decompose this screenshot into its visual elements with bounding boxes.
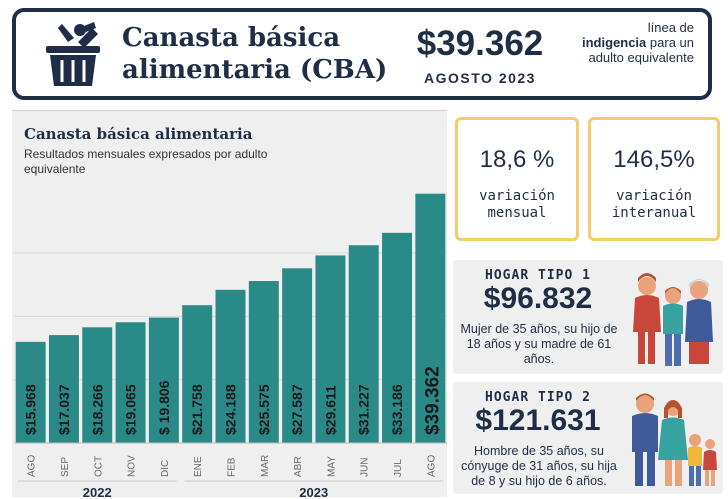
- x-tick-label: MAR: [260, 455, 271, 477]
- x-tick-label: ABR: [293, 456, 304, 477]
- annual-variation-card: 146,5% variación interanual: [588, 117, 720, 241]
- bar-value-label: $31.227: [356, 384, 372, 435]
- hogar-2-title: HOGAR TIPO 2: [485, 390, 591, 405]
- bar-chart: $15.968 AGO $17.037 SEP $18.266 OCT $19.065 NOV…: [14, 193, 447, 497]
- desc-pre: línea de: [647, 20, 694, 35]
- header-box: Canasta básica alimentaria (CBA) $39.362…: [12, 8, 712, 100]
- x-tick-label: FEB: [227, 457, 238, 477]
- desc-bold: indigencia: [581, 35, 647, 50]
- hogar-2-value: $121.631: [475, 404, 601, 437]
- desc-post: para un adulto equivalente: [588, 35, 694, 65]
- bar-value-label: $15.968: [23, 384, 39, 435]
- bar-value-label: $18.266: [89, 384, 105, 435]
- monthly-variation-value: 18,6 %: [479, 146, 555, 173]
- headline-month: AGOSTO 2023: [424, 70, 536, 86]
- bar-7: [215, 289, 246, 443]
- x-tick-label: JUL: [393, 459, 404, 477]
- headline-description: línea de indigencia para un adulto equiv…: [564, 20, 694, 65]
- bar-value-label: $ 19.806: [156, 380, 172, 435]
- x-tick-label: OCT: [93, 456, 104, 477]
- hogar-1-value: $96.832: [483, 282, 593, 315]
- bar-5: [148, 317, 179, 443]
- chart-title: Canasta básica alimentaria: [24, 125, 253, 143]
- grocery-basket-icon: [46, 22, 100, 86]
- bar-1: [15, 341, 46, 443]
- year-group-label: 2022: [83, 485, 112, 497]
- headline-price: $39.362: [416, 24, 544, 63]
- bar-value-label: $19.065: [123, 384, 139, 435]
- bar-2: [48, 335, 79, 443]
- bar-value-label: $33.186: [389, 384, 405, 435]
- bar-value-label: $21.758: [189, 384, 205, 435]
- bar-3: [82, 327, 113, 443]
- bar-value-label: $24.188: [223, 384, 239, 435]
- annual-variation-value: 146,5%: [613, 146, 695, 173]
- bar-6: [182, 305, 213, 443]
- hogar-2-description: Hombre de 35 años, su cónyuge de 31 años…: [461, 444, 617, 488]
- bar-value-label: $29.611: [322, 385, 338, 435]
- year-group-label: 2023: [299, 485, 328, 497]
- x-tick-label: DIC: [160, 460, 171, 477]
- x-tick-label: AGO: [27, 455, 38, 477]
- x-tick-label: JUN: [360, 458, 371, 477]
- monthly-variation-label: variación mensual: [479, 188, 555, 221]
- chart-panel: $15.968 AGO $17.037 SEP $18.266 OCT $19.065 NOV…: [12, 110, 447, 497]
- annual-variation-label: variación interanual: [611, 188, 697, 221]
- bar-value-label: $25.575: [256, 384, 272, 435]
- bar-9: [282, 268, 313, 443]
- bar-value-label: $27.587: [289, 384, 305, 435]
- hogar-1-title: HOGAR TIPO 1: [485, 268, 591, 283]
- page-title: Canasta básica alimentaria (CBA): [122, 23, 388, 85]
- bar-4: [115, 322, 146, 443]
- bar-8: [248, 281, 279, 443]
- family-three-adults-icon: [633, 273, 713, 366]
- bar-11: [348, 245, 379, 443]
- bar-value-label: $39.362: [422, 366, 443, 435]
- hogar-tipo-1-card: HOGAR TIPO 1 $96.832 Mujer de 35 años, s…: [453, 260, 723, 374]
- hogar-1-description: Mujer de 35 años, su hijo de 18 años y s…: [460, 322, 618, 366]
- bar-12: [382, 232, 413, 443]
- x-tick-label: SEP: [60, 457, 71, 477]
- bar-value-label: $17.037: [56, 384, 72, 435]
- x-tick-label: ENE: [193, 456, 204, 477]
- family-parents-two-children-icon: [632, 393, 717, 486]
- hogar-tipo-2-card: HOGAR TIPO 2 $121.631 Hombre de 35 años,…: [453, 382, 723, 494]
- bar-13: [415, 193, 446, 443]
- chart-subtitle: Resultados mensuales expresados por adul…: [24, 147, 268, 176]
- bar-10: [315, 255, 346, 443]
- x-tick-label: MAY: [326, 456, 337, 477]
- x-tick-label: AGO: [426, 455, 437, 477]
- monthly-variation-card: 18,6 % variación mensual: [455, 117, 579, 241]
- x-tick-label: NOV: [127, 455, 138, 477]
